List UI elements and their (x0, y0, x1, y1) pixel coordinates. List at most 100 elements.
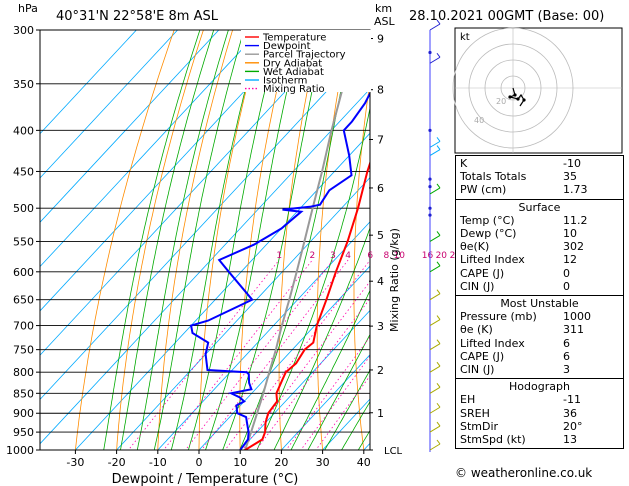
wet-adiabat (205, 30, 302, 450)
wind-point (428, 177, 432, 181)
pressure-tick-label: 750 (13, 344, 34, 357)
wind-barb-flag (436, 137, 441, 142)
dry-adiabat (116, 30, 204, 450)
hodograph-index-label: StmDir (460, 419, 499, 433)
index-row: K -10 (460, 157, 619, 170)
credit-text: © weatheronline.co.uk (455, 466, 593, 480)
pressure-tick-label: 300 (13, 24, 34, 37)
index-row: PW (cm) 1.73 (460, 183, 619, 196)
wind-barb-flag (436, 421, 441, 427)
surface-index-label: θe(K) (460, 240, 490, 254)
unstable-index-label: CAPE (J) (460, 349, 505, 363)
hodograph-header: Hodograph (509, 380, 570, 394)
surface-index-row: CAPE (J) 0 (460, 267, 619, 280)
km-tick-label: 7 (377, 133, 384, 146)
km-axis-title: km (375, 2, 392, 15)
isotherm (40, 30, 220, 223)
unstable-index-row: CAPE (J) 6 (460, 350, 619, 363)
hodograph-point (513, 93, 517, 97)
mixing-ratio-line (300, 355, 370, 450)
wet-adiabat (290, 289, 370, 450)
mixing-ratio-label: 16 (422, 251, 434, 261)
wind-barb-flag (436, 289, 441, 295)
surface-index-value: 0 (563, 266, 570, 280)
wind-barb (429, 235, 441, 242)
hodograph-index-row: StmDir 20° (460, 420, 619, 433)
isotherm (40, 30, 343, 356)
index-label: K (460, 157, 468, 170)
mixing-ratio-line (163, 259, 313, 450)
dry-adiabat (157, 30, 234, 450)
legend-label: Wet Adiabat (263, 67, 324, 78)
wind-barb-flag (436, 383, 441, 388)
temperature-tick-label: -10 (149, 456, 167, 469)
hodograph-point (508, 95, 512, 99)
hodograph-index-row: StmSpd (kt) 13 (460, 433, 619, 446)
hodograph-ring-label: 20 (496, 97, 506, 106)
temperature-tick-label: -30 (66, 456, 84, 469)
unstable-index-value: 1000 (563, 310, 591, 324)
wind-barb-flag (436, 261, 441, 267)
pressure-tick-label: 800 (13, 366, 34, 379)
parcel-trajectory-line (244, 30, 360, 450)
pressure-tick-label: 650 (13, 294, 34, 307)
hodograph-index-label: SREH (460, 406, 490, 420)
pressure-tick-label: 950 (13, 426, 34, 439)
hpa-axis-title: hPa (18, 2, 38, 15)
temperature-tick-label: 30 (316, 456, 330, 469)
hodograph: kt 20 40 (452, 27, 623, 154)
km-tick-label: 4 (377, 275, 384, 288)
isotherm (40, 44, 370, 401)
wind-barb (429, 265, 441, 273)
isotherm (40, 30, 137, 135)
index-label: Totals Totals (460, 170, 527, 184)
hodograph-index-row: EH -11 (460, 393, 619, 406)
legend-label: Isotherm (263, 76, 307, 87)
isotherm (280, 354, 370, 450)
wind-barb (429, 56, 441, 64)
temperature-tick-label: 20 (274, 456, 288, 469)
dewpoint-line (189, 91, 370, 450)
isotherm (74, 132, 370, 450)
surface-index-value: 10 (563, 227, 577, 241)
legend-label: Dewpoint (263, 41, 311, 52)
surface-index-value: 11.2 (563, 213, 588, 227)
unstable-index-label: Pressure (mb) (460, 310, 537, 324)
wet-adiabat (273, 226, 370, 450)
wind-point (428, 50, 432, 55)
index-value: 1.73 (563, 183, 588, 197)
wind-barb-flag (436, 231, 441, 236)
datetime-title: 28.10.2021 00GMT (Base: 00) (409, 9, 604, 24)
temperature-tick-label: 10 (233, 456, 247, 469)
hodograph-index-value: 20° (563, 419, 583, 433)
dry-adiabat (278, 30, 321, 450)
unstable-index-row: CIN (J) 3 (460, 363, 619, 376)
wet-adiabat (170, 30, 262, 450)
wet-adiabat (239, 30, 354, 450)
temperature-tick-label: 40 (357, 456, 371, 469)
isotherm (239, 309, 370, 450)
dry-adiabat (74, 30, 175, 450)
wet-adiabat (256, 106, 370, 450)
index-row: Totals Totals 35 (460, 170, 619, 183)
wind-barb (429, 343, 441, 351)
mixing-ratio-label: 20 (436, 251, 448, 261)
wet-adiabat (119, 30, 215, 450)
wind-barb-flag (436, 339, 441, 344)
wind-point (428, 206, 432, 210)
wind-barb-flag (436, 183, 441, 189)
mixing-ratio-label: 10 (394, 251, 406, 261)
indices-table: K -10 Totals Totals 35 PW (cm) 1.73 Surface T… (455, 155, 624, 450)
mixing-ratio-label: 1 (276, 251, 282, 261)
pressure-tick-label: 350 (13, 78, 34, 91)
unstable-header: Most Unstable (500, 297, 579, 311)
legend-label: Dry Adiabat (263, 58, 322, 69)
hodograph-point (522, 98, 526, 102)
hodograph-index-value: -11 (563, 393, 581, 407)
surface-index-label: Temp (°C) (460, 213, 515, 227)
wind-point (428, 185, 432, 189)
wet-adiabat (103, 30, 201, 450)
unstable-index-label: CIN (J) (460, 363, 495, 377)
wind-barb-flag (436, 315, 441, 320)
